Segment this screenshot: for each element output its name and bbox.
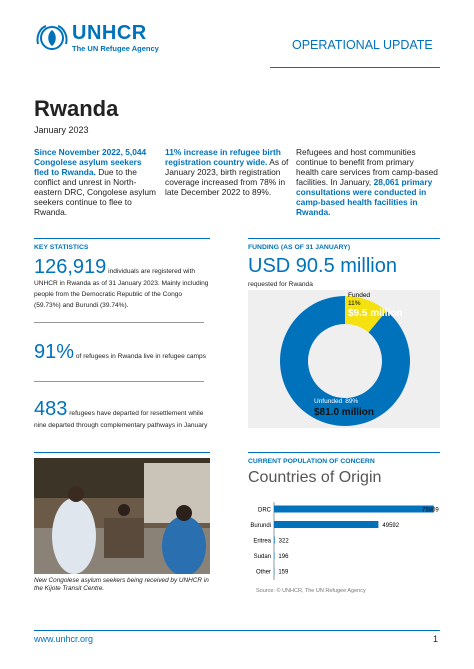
section-rule (34, 238, 210, 239)
chart-source: Source: © UNHCR, The UN Refugee Agency (256, 588, 366, 594)
section-heading: FUNDING (AS OF 31 JANUARY) (248, 244, 351, 251)
logo-text: UNHCR (72, 22, 147, 44)
stat-figure: 91% (34, 341, 75, 363)
slice-amount: $9.5 million (348, 308, 402, 319)
section-heading: KEY STATISTICS (34, 244, 89, 251)
intro-highlight: 11% increase in refugee birth registrati… (165, 147, 281, 167)
value-label: 75909 (422, 507, 439, 513)
logo-icon (36, 25, 68, 50)
stat-rule (34, 322, 204, 323)
stat: 483 refugees have departed for resettlem… (34, 398, 210, 431)
bar (274, 521, 379, 528)
section-rule (248, 238, 440, 239)
photo-caption: New Congolese asylum seekers being recei… (34, 577, 209, 592)
title: Rwanda (34, 96, 119, 121)
funding-note: requested for Rwanda (248, 281, 313, 288)
stat-figure: 483 (34, 398, 68, 420)
stat-text: of refugees in Rwanda live in refugee ca… (75, 353, 206, 360)
slice-value-label: 11% (348, 300, 361, 307)
category-label: Sudan (254, 554, 271, 560)
header-label: OPERATIONAL UPDATE (292, 38, 433, 52)
stat: 126,919 individuals are registered with … (34, 256, 210, 311)
stat-text: individuals are registered with UNHCR in… (34, 268, 209, 309)
footer-rule (34, 630, 440, 631)
intro-text: Refugees and host communities continue t… (296, 147, 438, 187)
category-label: Other (256, 569, 271, 575)
value-label: 196 (278, 554, 289, 560)
intro-highlight: Since November 2022, 5,044 Congolese asy… (34, 147, 147, 177)
population-chart: DRC 75909 Burundi 49592 Eritrea 322 Sudan 196 Ot… (250, 502, 439, 580)
stat-rule (34, 381, 204, 382)
bar (274, 505, 434, 513)
header-rule (270, 67, 440, 68)
slice-label: Funded (348, 292, 370, 299)
intro-text: Due to the conflict and unrest in North-… (34, 167, 156, 217)
donut-slice (280, 296, 410, 426)
footer-url: www.unhcr.org (34, 634, 94, 644)
category-label: Eritrea (253, 538, 271, 544)
funding-total: USD 90.5 million (248, 255, 397, 277)
slice-label-group: Unfunded 89% (314, 398, 358, 405)
category-label: Burundi (250, 523, 271, 529)
bar (274, 536, 275, 544)
category-label: DRC (258, 507, 272, 513)
donut-slice (345, 296, 387, 333)
photo (34, 458, 210, 574)
section-rule (248, 452, 440, 453)
value-label: 159 (278, 569, 289, 575)
intro-column: Refugees and host communities continue t… (296, 147, 438, 217)
intro-column: Since November 2022, 5,044 Congolese asy… (34, 147, 158, 217)
page-number: 1 (433, 634, 439, 644)
value-label: 49592 (382, 523, 399, 529)
value-label: 322 (279, 538, 290, 544)
section-heading: CURRENT POPULATION OF CONCERN (248, 458, 375, 465)
slice-label: Unfunded (314, 398, 343, 405)
stat-text: refugees have departed for resettlement … (34, 410, 208, 429)
stat: 91% of refugees in Rwanda live in refuge… (34, 341, 210, 363)
slice-label: 89% (345, 398, 358, 405)
intro-column: 11% increase in refugee birth registrati… (165, 147, 289, 197)
section-rule (34, 452, 210, 453)
slice-amount: $81.0 million (314, 407, 374, 418)
date: January 2023 (34, 125, 89, 135)
intro-text: As of January 2023, birth registration c… (165, 157, 289, 197)
stat-figure: 126,919 (34, 256, 107, 278)
chart-title: Countries of Origin (248, 469, 382, 486)
intro-highlight: 28,061 primary consultations were conduc… (296, 177, 433, 217)
logo-tagline: The UN Refugee Agency (72, 44, 159, 53)
